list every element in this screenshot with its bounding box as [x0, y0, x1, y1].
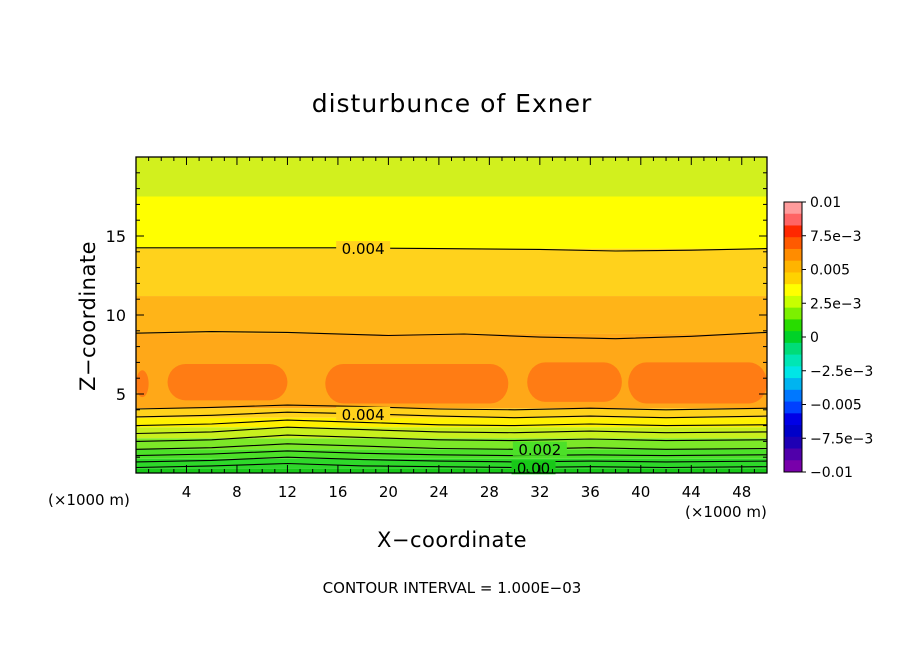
colorbar-segment-19 [784, 425, 802, 438]
high-value-patch-3 [527, 362, 622, 402]
value-band-11 [136, 157, 767, 197]
x-tick-label-5: 24 [429, 483, 448, 501]
colorbar-segment-16 [784, 389, 802, 403]
value-band-6 [136, 408, 767, 418]
contour-label-bg-0 [511, 460, 556, 475]
contour-label-3: 0.002 [518, 441, 561, 459]
plot-area [136, 157, 767, 473]
high-value-patch-1 [167, 363, 288, 401]
chart-title: disturbunce of Exner [312, 89, 593, 118]
colorbar-segment-0 [784, 202, 802, 215]
contour-label-0: 0.00 [517, 459, 550, 477]
colorbar-segment-5 [784, 260, 802, 273]
colorbar-segment-6 [784, 272, 802, 285]
colorbar-segment-15 [784, 378, 802, 391]
colorbar-tick-label-8: −0.01 [810, 465, 853, 481]
contour-label-10: 0.004 [342, 240, 385, 258]
x-unit-right: (×1000 m) [685, 503, 767, 521]
contour-line-7 [135, 411, 768, 419]
value-band-1 [136, 458, 767, 469]
x-axis-label: X−coordinate [377, 528, 527, 552]
contour-line-5 [135, 426, 768, 435]
colorbar-tick-label-4: 0 [810, 330, 819, 346]
contour-labels: 0.000.002 0.004 0.004 [336, 240, 567, 477]
colorbar-segment-12 [784, 342, 802, 356]
colorbar-segment-3 [784, 237, 802, 250]
colorbar-segment-22 [784, 460, 802, 473]
colorbar-segment-7 [784, 284, 802, 297]
value-band-2 [136, 449, 767, 459]
colorbar: 0.01 7.5e−3 0.005 2.5e−3 0 −2.5e−3 −0.005 −7.5e… [783, 195, 873, 481]
x-tick-label-3: 16 [328, 483, 347, 501]
colorbar-segment-13 [784, 354, 802, 367]
colorbar-tick-label-1: 7.5e−3 [810, 229, 862, 245]
contour-line-10 [136, 247, 768, 252]
x-tick-label-11: 48 [732, 483, 751, 501]
contour-label-bg-7 [336, 406, 391, 421]
y-tick-label-0: 5 [116, 385, 126, 404]
x-tick-label-6: 28 [480, 483, 499, 501]
x-tick-label-7: 32 [530, 483, 549, 501]
contour-line-6 [135, 419, 768, 427]
contour-label-bg-3 [512, 441, 567, 456]
colorbar-tick-label-2: 0.005 [810, 263, 850, 279]
colorbar-tick-label-5: −2.5e−3 [810, 364, 873, 380]
colorbar-tick-label-6: −0.005 [810, 398, 862, 414]
x-tick-label-9: 40 [631, 483, 650, 501]
colorbar-segment-21 [784, 448, 802, 461]
x-axis-ticks: 4 8 12 16 20 24 28 32 36 40 44 48 [148, 157, 755, 501]
colorbar-segment-4 [784, 248, 802, 262]
high-value-patch-4 [628, 362, 767, 404]
colorbar-segment-10 [784, 319, 802, 332]
x-tick-label-0: 4 [182, 483, 192, 501]
x-tick-label-1: 8 [232, 483, 242, 501]
value-band-9 [136, 248, 767, 297]
colorbar-segment-18 [784, 413, 802, 426]
x-tick-label-2: 12 [278, 483, 297, 501]
colorbar-tick-label-3: 2.5e−3 [810, 296, 862, 312]
high-value-patch-0 [136, 370, 149, 398]
colorbar-segment-17 [784, 401, 802, 414]
contour-line-2 [135, 450, 768, 457]
value-band-3 [136, 438, 767, 450]
x-unit-left: (×1000 m) [48, 491, 130, 509]
contour-line-8 [135, 404, 768, 411]
contour-label-7: 0.004 [342, 406, 385, 424]
high-value-patch-2 [325, 363, 509, 404]
contour-interval-footer: CONTOUR INTERVAL = 1.000E−03 [323, 579, 582, 597]
colorbar-segment-8 [784, 295, 802, 309]
colorbar-segment-11 [784, 331, 802, 344]
contour-label-bg-10 [336, 241, 391, 256]
x-tick-label-8: 36 [581, 483, 600, 501]
y-tick-label-2: 15 [106, 227, 126, 246]
contour-line-3 [135, 443, 768, 450]
colorbar-tick-label-7: −7.5e−3 [810, 431, 873, 447]
contour-line-4 [135, 434, 768, 442]
colorbar-segment-2 [784, 225, 802, 238]
colorbar-segment-20 [784, 436, 802, 450]
colorbar-tick-label-0: 0.01 [810, 195, 841, 211]
colorbar-segment-9 [784, 307, 802, 320]
colorbar-segment-1 [784, 213, 802, 226]
y-tick-label-1: 10 [106, 306, 126, 325]
y-axis-ticks: 5 10 15 [106, 172, 767, 458]
x-tick-label-4: 20 [379, 483, 398, 501]
x-tick-label-10: 44 [682, 483, 701, 501]
contour-line-1 [135, 456, 768, 463]
y-axis-label: Z−coordinate [76, 241, 100, 391]
contour-line-9 [135, 331, 768, 340]
value-band-5 [136, 417, 767, 428]
value-band-4 [136, 427, 767, 439]
value-band-8 [136, 296, 767, 334]
value-band-10 [136, 196, 767, 249]
colorbar-segment-14 [784, 366, 802, 379]
